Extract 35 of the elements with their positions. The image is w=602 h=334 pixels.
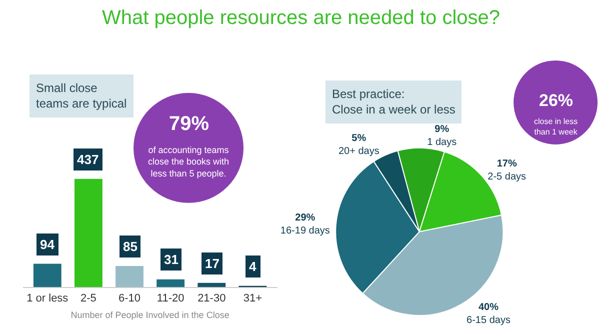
x-tick-label: 21-30 [198,292,226,304]
slice-label: 2-5 days [488,171,526,182]
bar [74,178,102,288]
data-label: 17 [205,256,220,271]
data-label: 437 [77,152,99,167]
slice-label: 16-19 days [280,226,330,237]
data-label: 31 [164,252,178,267]
data-label: 5% [352,133,366,144]
slice-label: 20+ days [338,146,380,158]
text: of accounting teams close the books with less than 5 people. [148,145,230,178]
x-axis-title: Number of People Involved in the Close [70,310,230,320]
text: close in less than 1 week [534,117,578,136]
slice-label: 6-15 days [466,314,510,326]
data-label: 9% [434,124,450,135]
data-label: 40% [478,302,499,313]
x-tick-label: 6-10 [118,292,141,304]
data-label: 4 [249,259,257,274]
bar [198,282,226,288]
bar [33,264,62,288]
x-tick-label: 11-20 [156,292,184,304]
x-tick-label: 31+ [243,292,262,304]
data-label: 94 [40,237,56,252]
data-label: 85 [123,239,138,254]
slice-label: 1 days [427,136,457,148]
chart-title: What people resources are needed to close? [102,7,500,30]
bar [116,266,144,288]
bar [156,279,185,288]
text: 26% [539,91,574,110]
data-label: 17% [496,158,517,170]
data-label: 29% [295,212,316,224]
text: Small close teams are typical [36,81,127,111]
x-tick-label: 2-5 [80,292,96,304]
x-tick-label: 1 or less [26,292,69,304]
text: 79% [169,113,210,135]
text: Best practice: Close in a week or less [332,87,456,117]
